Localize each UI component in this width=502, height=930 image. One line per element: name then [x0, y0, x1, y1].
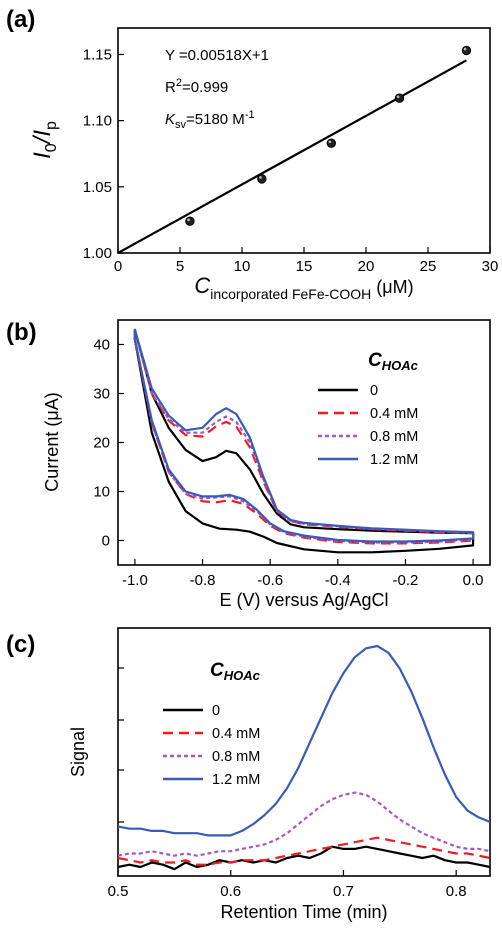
legend-label: 0.8 mM	[370, 429, 418, 445]
ksv-sup: -1	[245, 109, 255, 121]
legend-label: 0.4 mM	[212, 726, 260, 742]
signal-curve-2	[117, 791, 491, 857]
xlabel-C: C	[194, 273, 210, 298]
x-axis-label: E (V) versus Ag/AgCl	[219, 590, 388, 610]
data-point-highlight	[463, 47, 467, 51]
r-squared-value: =0.999	[182, 79, 228, 96]
xlabel-unit: (μM)	[371, 277, 413, 297]
signal-curve-1	[117, 836, 491, 866]
legend-label: 1.2 mM	[370, 452, 418, 468]
x-tick-label: 10	[234, 258, 251, 275]
panel-label-c: (c)	[6, 631, 35, 658]
x-axis-label: Cincorporated FeFe-COOH (μM)	[194, 273, 413, 302]
legend-label: 0.4 mM	[370, 406, 418, 422]
data-point-highlight	[328, 140, 332, 144]
panel-label-b: (b)	[6, 319, 37, 346]
x-tick-label: -1.0	[122, 572, 148, 589]
panel-c: (c) 0.5 0.6 0.7 0.8 CHOAc 0 0.4 mM 0.8 mM 1.2 mM R…	[6, 627, 491, 922]
legend-title-main: C	[210, 660, 224, 681]
data-point-highlight	[396, 95, 400, 99]
cv-curve-3	[133, 328, 475, 543]
y-tick-label: 30	[93, 386, 110, 403]
panel-a: (a)0 5 10 15 20 25 301.001.051.101.15 Y =0.0051…	[6, 6, 498, 302]
panel-label-a: (a)	[6, 6, 35, 33]
ylabel-I: I	[29, 152, 56, 159]
y-tick-label: 1.00	[83, 245, 112, 262]
y-axis-label: Signal	[68, 727, 88, 777]
legend-title-main: C	[368, 350, 382, 371]
ksv: Ksv=5180 M-1	[165, 109, 255, 131]
x-tick-label: 0.7	[333, 883, 354, 900]
y-axis-label: Current (μA)	[42, 392, 62, 491]
signal-curve-3	[117, 644, 491, 837]
legend-title-sub: HOAc	[382, 358, 419, 373]
panel-b: (b) -1.0 -0.8 -0.6 -0.4 -0.2 0.0 0 10 20 30 40 CHOAc…	[6, 319, 491, 610]
x-tick-label: 20	[358, 258, 375, 275]
ylabel-subp: p	[43, 121, 60, 130]
ksv-main: K	[165, 111, 176, 128]
y-axis-label: I0/Ip	[29, 121, 60, 159]
x-tick-label: 0.6	[220, 883, 241, 900]
data-point	[461, 45, 472, 56]
ylabel-sub0: 0	[43, 143, 60, 152]
legend-label: 0	[370, 383, 378, 399]
y-tick-label: 40	[93, 337, 110, 354]
plot-frame	[117, 627, 491, 877]
y-tick-label: 1.05	[83, 179, 112, 196]
legend-title-sub: HOAc	[224, 668, 261, 683]
y-tick-label: 0	[102, 533, 110, 550]
x-tick-label: -0.2	[393, 572, 419, 589]
x-tick-label: 0.5	[108, 883, 129, 900]
x-tick-label: 0	[114, 258, 122, 275]
x-axis-label: Retention Time (min)	[220, 902, 387, 922]
x-tick-label: 30	[482, 258, 499, 275]
ylabel-slash-I: /I	[29, 130, 56, 146]
xlabel-sub: incorporated FeFe-COOH	[210, 286, 371, 302]
x-tick-label: 0.0	[463, 572, 484, 589]
fit-line	[117, 59, 467, 254]
data-point	[185, 216, 195, 226]
x-tick-label: -0.6	[257, 572, 283, 589]
legend-label: 0	[212, 703, 220, 719]
y-tick-label: 1.10	[83, 113, 112, 130]
x-tick-label: 0.8	[446, 883, 467, 900]
data-point	[257, 174, 267, 184]
ksv-value: =5180 M	[186, 111, 245, 128]
legend-label: 1.2 mM	[212, 772, 260, 788]
x-tick-label: 15	[296, 258, 313, 275]
data-point	[394, 93, 405, 103]
x-tick-label: 5	[176, 258, 184, 275]
ksv-sub: sv	[175, 119, 187, 131]
data-point	[326, 138, 336, 148]
legend-title: CHOAc	[368, 350, 419, 373]
r-squared-main: R	[165, 79, 176, 96]
r-squared-sup: 2	[176, 77, 182, 89]
legend-title: CHOAc	[210, 660, 261, 683]
x-tick-label: -0.4	[325, 572, 351, 589]
cv-curve-0	[133, 328, 475, 554]
r-squared: R2=0.999	[165, 77, 228, 96]
legend-label: 0.8 mM	[212, 749, 260, 765]
signal-curve-0	[117, 845, 491, 871]
y-tick-label: 20	[93, 435, 110, 452]
y-tick-label: 10	[93, 484, 110, 501]
data-point-highlight	[259, 176, 262, 179]
x-tick-label: -0.8	[190, 572, 216, 589]
y-tick-label: 1.15	[83, 46, 112, 63]
fit-equation: Y =0.00518X+1	[165, 47, 269, 64]
data-point-highlight	[187, 218, 190, 222]
cv-curve-1	[133, 328, 475, 545]
x-tick-label: 25	[420, 258, 437, 275]
